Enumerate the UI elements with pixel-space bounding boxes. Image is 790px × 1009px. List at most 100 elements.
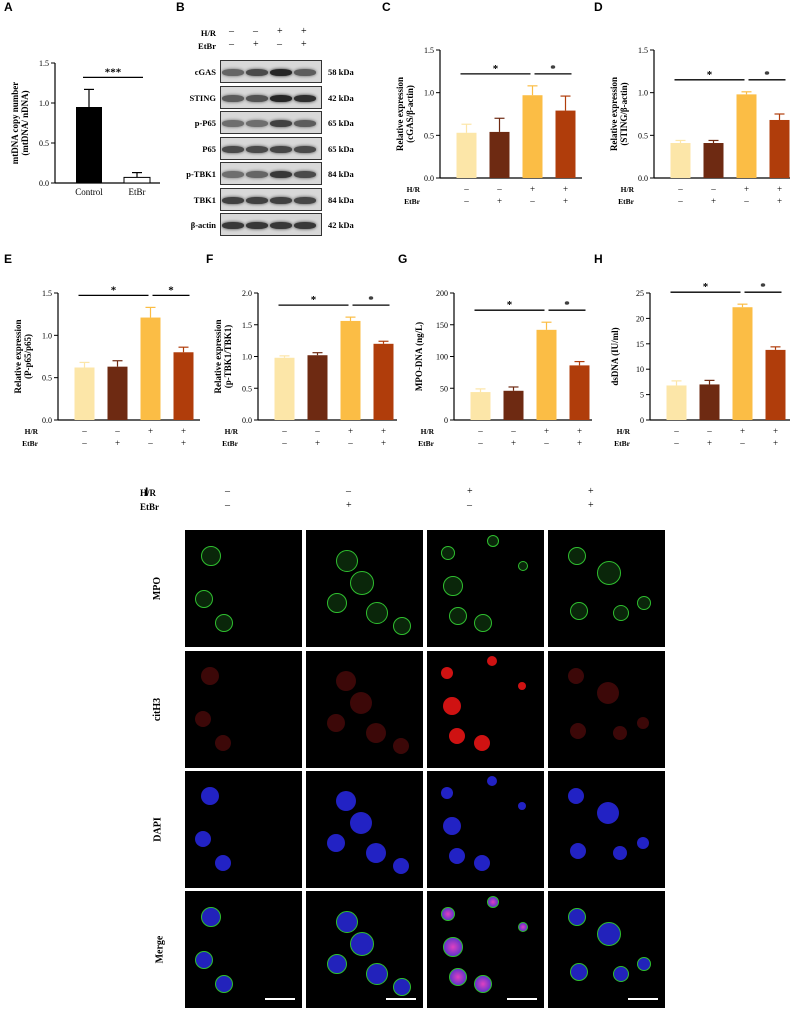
- bar: [699, 384, 720, 420]
- micro-condition-sign: –: [346, 486, 351, 497]
- etbr-row-label: EtBr: [404, 197, 421, 206]
- hr-sign: +: [740, 426, 745, 436]
- micro-cell: [201, 546, 221, 566]
- wb-band: [246, 222, 268, 229]
- micro-cell: [215, 975, 233, 993]
- etbr-sign: +: [497, 196, 502, 206]
- wb-band: [270, 196, 292, 204]
- bar: [76, 107, 102, 183]
- wb-band: [294, 145, 316, 153]
- hr-sign: –: [710, 184, 716, 194]
- hr-sign: +: [381, 426, 386, 436]
- significance-label: *: [764, 69, 770, 81]
- micro-cell: [570, 963, 588, 981]
- y-tick-label: 0.5: [424, 131, 434, 140]
- micro-condition-sign: +: [588, 500, 594, 511]
- y-axis-label: mtDNA copy number(mtDNA/ nDNA): [10, 82, 30, 165]
- bar: [489, 131, 510, 178]
- y-tick-label: 0.0: [42, 416, 52, 425]
- panel-letter-b: B: [176, 0, 185, 14]
- wb-band: [246, 145, 268, 153]
- y-tick-label: 0.5: [242, 384, 252, 393]
- chart-panel-e: 0.0 0.5 1.0 1.5 Relative expression(P-p65/p6…: [13, 284, 200, 448]
- micro-cell: [637, 596, 651, 610]
- wb-band: [222, 94, 244, 102]
- panel-letter-c: C: [382, 0, 391, 14]
- micro-cell: [487, 535, 499, 547]
- y-tick-label: 0: [640, 416, 644, 425]
- etbr-sign: +: [711, 196, 716, 206]
- micro-cell: [350, 692, 372, 714]
- micro-row-label: citH3: [152, 697, 164, 721]
- micro-cell: [443, 937, 463, 957]
- micro-cell: [487, 656, 497, 666]
- etbr-row-label: EtBr: [22, 439, 39, 448]
- wb-condition-sign: +: [301, 39, 307, 50]
- chart-panel-a: 0.0 0.5 1.0 1.5 mtDNA copy number(mtDNA/ nDN…: [10, 59, 160, 197]
- wb-kda-label: 58 kDa: [328, 67, 354, 77]
- micro-cell: [327, 593, 347, 613]
- micro-cell: [613, 726, 627, 740]
- micro-cell: [441, 787, 453, 799]
- micro-image-tile: [306, 530, 423, 647]
- wb-protein-label: STING: [189, 92, 216, 103]
- wb-band: [270, 145, 292, 153]
- micro-image-tile: [185, 530, 302, 647]
- panel-letter-h: H: [594, 252, 603, 266]
- micro-cell: [201, 787, 219, 805]
- micro-cell: [474, 975, 492, 993]
- micro-condition-sign: +: [588, 486, 594, 497]
- y-axis-label: Relative expression(cGAS/β-actin): [395, 77, 415, 151]
- y-tick-label: 1.0: [242, 353, 252, 362]
- micro-hr-label: H/R: [140, 488, 157, 498]
- hr-sign: +: [773, 426, 778, 436]
- wb-band: [270, 69, 292, 76]
- micro-cell: [366, 963, 388, 985]
- micro-row-label: Merge: [154, 935, 166, 963]
- etbr-sign: –: [463, 196, 469, 206]
- bar: [732, 307, 753, 420]
- wb-condition-sign: –: [229, 26, 234, 37]
- y-tick-label: 20: [636, 314, 644, 323]
- significance-label: *: [760, 281, 766, 293]
- micro-condition-sign: –: [467, 500, 472, 511]
- micro-image-tile: [548, 891, 665, 1008]
- bar: [107, 366, 128, 420]
- bar: [456, 132, 477, 178]
- micro-cell: [393, 738, 409, 754]
- wb-etbr-label: EtBr: [198, 41, 216, 51]
- wb-condition-sign: +: [301, 26, 307, 37]
- y-tick-label: 5: [640, 391, 644, 400]
- y-axis-label: Relative expression(STING/β-actin): [609, 77, 629, 151]
- wb-protein-label: p-P65: [194, 118, 216, 128]
- micro-cell: [449, 848, 465, 864]
- y-tick-label: 0.5: [638, 131, 648, 140]
- wb-blot-strip: [220, 213, 322, 236]
- etbr-sign: +: [563, 196, 568, 206]
- wb-kda-label: 42 kDa: [328, 220, 354, 230]
- micro-cell: [518, 561, 528, 571]
- wb-band: [294, 171, 316, 178]
- bar: [536, 329, 557, 420]
- micro-cell: [393, 978, 411, 996]
- micro-cell: [637, 717, 649, 729]
- wb-band: [246, 171, 268, 178]
- wb-band: [222, 69, 244, 76]
- y-tick-label: 1.0: [424, 89, 434, 98]
- micro-cell: [487, 776, 497, 786]
- wb-band: [294, 94, 316, 102]
- wb-blot-strip: [220, 111, 322, 134]
- y-tick-label: 0.0: [424, 174, 434, 183]
- micro-row-label: MPO: [152, 576, 164, 600]
- wb-band: [294, 222, 316, 229]
- micro-cell: [597, 561, 621, 585]
- etbr-sign: –: [281, 438, 287, 448]
- micro-cell: [195, 831, 211, 847]
- micro-cell: [201, 907, 221, 927]
- micro-cell: [366, 723, 386, 743]
- wb-band: [222, 145, 244, 153]
- wb-band: [222, 120, 244, 127]
- wb-condition-sign: +: [253, 39, 259, 50]
- hr-row-label: H/R: [407, 185, 421, 194]
- wb-band: [294, 69, 316, 76]
